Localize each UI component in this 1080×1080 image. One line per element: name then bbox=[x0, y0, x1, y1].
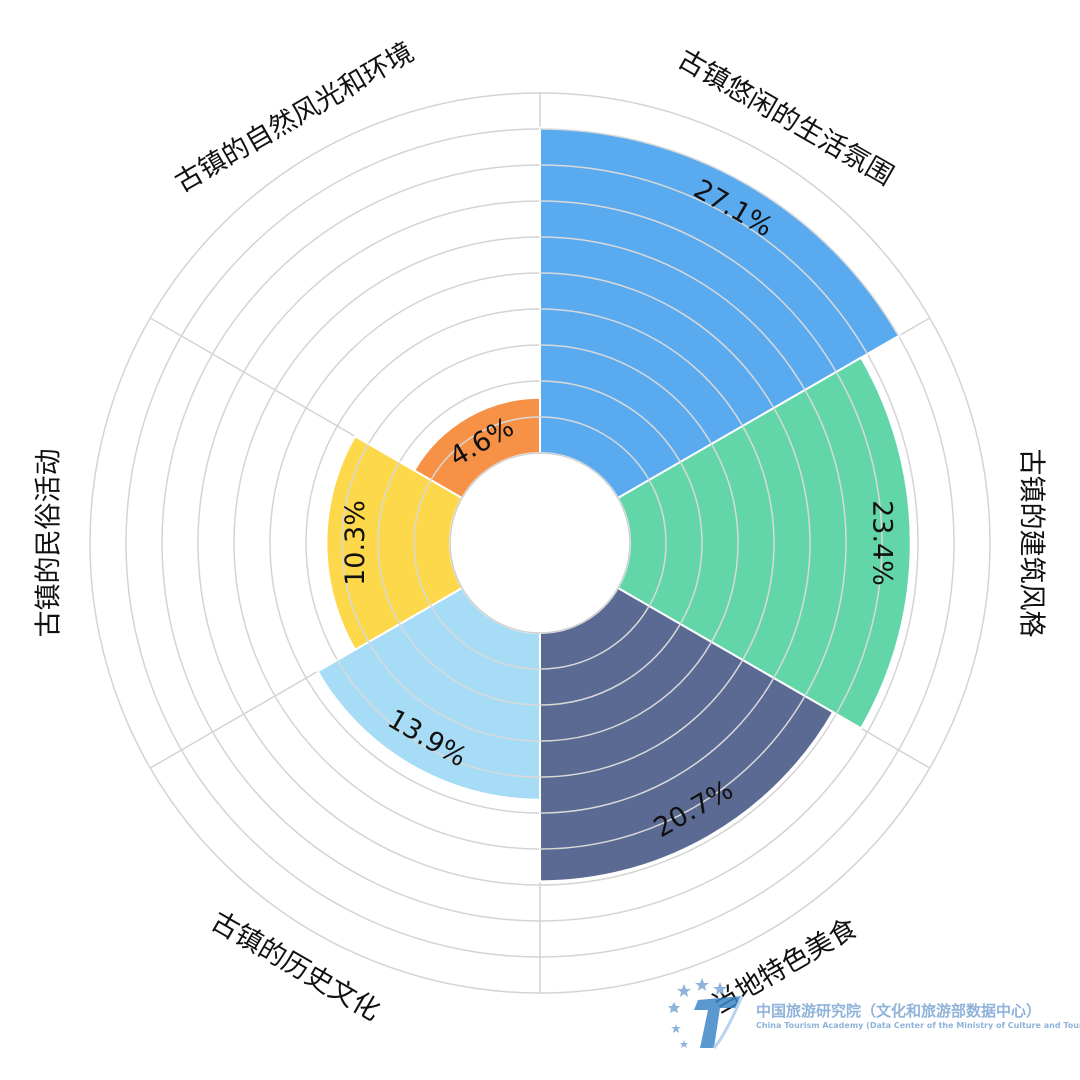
value-label-5: 10.3% bbox=[340, 500, 371, 586]
sector-grid-arc bbox=[539, 641, 713, 742]
sector-grid-arc bbox=[804, 389, 847, 697]
sector-grid-arc bbox=[430, 416, 541, 481]
sector-grid-arc bbox=[539, 416, 650, 481]
sector-grid-arc bbox=[835, 371, 883, 715]
sector-grid-arc bbox=[539, 344, 713, 445]
category-label-2: 古镇的建筑风格 bbox=[1016, 449, 1047, 638]
sector-grid-arc bbox=[539, 605, 650, 670]
category-label-5: 古镇的民俗活动 bbox=[34, 449, 65, 638]
inner-hole bbox=[449, 452, 631, 634]
sector-grid-arc bbox=[539, 659, 744, 778]
sector-grid-arc bbox=[539, 380, 681, 463]
sector-grid-arc bbox=[539, 272, 775, 409]
sector-grid-arc bbox=[367, 641, 541, 742]
sector-grid-arc bbox=[710, 443, 739, 643]
sector-grid-arc bbox=[399, 623, 541, 706]
sector-grid-arc bbox=[648, 479, 667, 607]
sector-grid-arc bbox=[742, 425, 775, 661]
sector-grid-arc bbox=[539, 308, 744, 427]
category-label-4: 古镇的历史文化 bbox=[206, 906, 385, 1027]
sector-grid-arc bbox=[679, 461, 703, 625]
sector-grid-arc bbox=[539, 695, 806, 850]
polar-grid-overlay bbox=[336, 128, 900, 850]
sector-grid-arc bbox=[539, 236, 806, 391]
sector-grid-arc bbox=[430, 605, 541, 670]
watermark-subtitle: China Tourism Academy (Data Center of th… bbox=[756, 1021, 1080, 1030]
rose-sectors bbox=[316, 126, 912, 883]
watermark: 中国旅游研究院（文化和旅游部数据中心） China Tourism Academ… bbox=[664, 974, 1080, 1054]
value-label-2: 23.4% bbox=[866, 500, 897, 586]
sector-grid-arc bbox=[539, 128, 900, 337]
sector-grid-arc bbox=[539, 200, 837, 373]
category-label-6: 古镇的自然风光和环境 bbox=[170, 37, 419, 199]
watermark-title: 中国旅游研究院（文化和旅游部数据中心） bbox=[756, 1002, 1042, 1020]
sector-grid-arc bbox=[539, 677, 775, 814]
sector-grid-arc bbox=[539, 164, 869, 355]
sector-grid-arc bbox=[413, 479, 432, 607]
academy-logo-icon bbox=[668, 978, 744, 1049]
sector-grid-arc bbox=[341, 443, 370, 643]
sector-grid-arc bbox=[539, 623, 681, 706]
sector-grid-arc bbox=[773, 407, 811, 679]
sector-grid-arc bbox=[336, 659, 541, 778]
sector-grid-arc bbox=[377, 461, 401, 625]
